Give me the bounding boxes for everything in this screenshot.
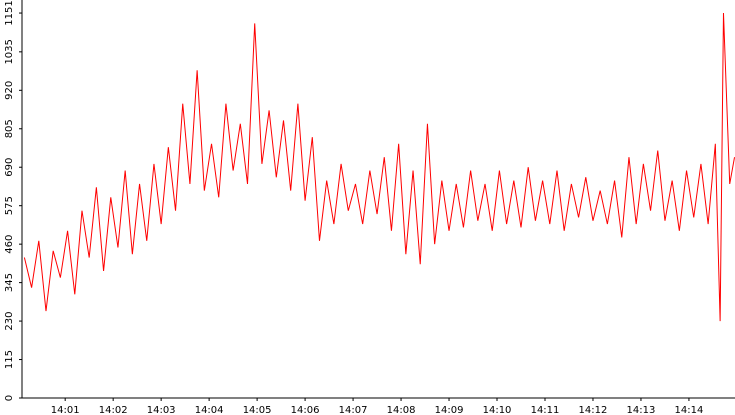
- y-tick-label: 230: [4, 312, 15, 331]
- data-line: [23, 13, 735, 322]
- x-tick-label: 14:13: [627, 405, 656, 415]
- y-tick-label: 920: [4, 81, 15, 100]
- x-tick-label: 14:01: [51, 405, 80, 415]
- y-tick-label: 460: [4, 235, 15, 254]
- x-tick-label: 14:12: [579, 405, 608, 415]
- x-tick-label: 14:04: [195, 405, 224, 415]
- y-tick-label: 1035: [4, 39, 15, 64]
- y-tick-label: 1151: [4, 0, 15, 25]
- y-tick-label: 575: [4, 196, 15, 215]
- x-tick-label: 14:03: [147, 405, 176, 415]
- x-tick-label: 14:05: [243, 405, 272, 415]
- y-tick-label: 345: [4, 273, 15, 292]
- x-tick-label: 14:09: [435, 405, 464, 415]
- x-tick-label: 14:06: [291, 405, 320, 415]
- x-tick-label: 14:14: [675, 405, 704, 415]
- x-tick-label: 14:08: [387, 405, 416, 415]
- x-tick-label: 14:07: [339, 405, 368, 415]
- y-tick-label: 690: [4, 158, 15, 177]
- x-tick-label: 14:11: [531, 405, 560, 415]
- x-tick-label: 14:10: [483, 405, 512, 415]
- y-tick-label: 0: [4, 395, 15, 401]
- y-tick-label: 805: [4, 119, 15, 138]
- y-tick-label: 115: [4, 350, 15, 369]
- x-tick-label: 14:02: [99, 405, 128, 415]
